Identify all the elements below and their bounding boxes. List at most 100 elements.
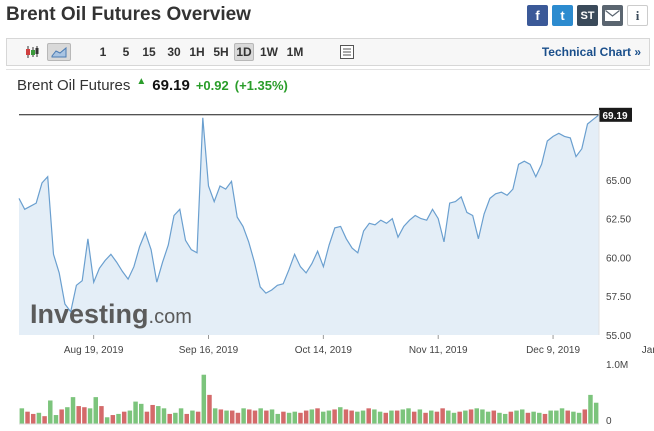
last-price-label: 69.19 bbox=[602, 111, 627, 122]
volume-bar bbox=[309, 409, 315, 424]
y-tick-label: 65.00 bbox=[606, 176, 631, 187]
volume-zero-label: 0 bbox=[606, 416, 612, 427]
volume-bar bbox=[104, 417, 110, 424]
up-arrow-icon: ▲ bbox=[136, 76, 147, 87]
volume-bar bbox=[588, 394, 593, 424]
volume-bar bbox=[25, 411, 30, 424]
volume-bar bbox=[440, 408, 445, 424]
volume-bar bbox=[156, 406, 161, 424]
interval-1m-button[interactable]: 1M bbox=[286, 45, 304, 59]
volume-bar bbox=[497, 412, 502, 424]
volume-bar bbox=[190, 410, 195, 424]
facebook-icon: f bbox=[535, 8, 540, 23]
interval-5h-button[interactable]: 5H bbox=[213, 45, 229, 59]
volume-bar bbox=[429, 410, 434, 424]
interval-1h-button[interactable]: 1H bbox=[189, 45, 205, 59]
stocktwits-icon: ST bbox=[580, 9, 595, 22]
volume-bar bbox=[377, 411, 383, 424]
volume-bar bbox=[548, 410, 553, 424]
volume-bar bbox=[258, 408, 263, 424]
volume-bar bbox=[366, 408, 371, 424]
candlestick-chart-button[interactable] bbox=[23, 43, 41, 61]
page-title: Brent Oil Futures Overview bbox=[6, 4, 251, 25]
volume-bar bbox=[355, 411, 360, 424]
settings-panel-icon bbox=[340, 45, 354, 59]
volume-bar bbox=[383, 412, 389, 424]
volume-bar bbox=[48, 400, 53, 424]
volume-bar bbox=[474, 408, 479, 424]
quote-line: Brent Oil Futures ▲ 69.19 +0.92 (+1.35%) bbox=[17, 76, 288, 94]
volume-bar bbox=[93, 397, 99, 424]
volume-bar bbox=[87, 408, 93, 424]
volume-bar bbox=[332, 409, 337, 424]
volume-bar bbox=[400, 409, 406, 424]
y-tick-label: 62.50 bbox=[606, 215, 631, 226]
volume-bar bbox=[446, 410, 451, 424]
volume-bar bbox=[502, 413, 508, 424]
volume-bar bbox=[491, 410, 497, 424]
volume-bar bbox=[298, 412, 303, 424]
volume-bar bbox=[338, 407, 343, 424]
x-tick-label: Oct 14, 2019 bbox=[295, 345, 353, 356]
volume-bar bbox=[127, 410, 133, 424]
volume-bar bbox=[275, 413, 280, 424]
volume-bar bbox=[70, 397, 76, 424]
volume-bar bbox=[554, 410, 559, 424]
area-chart-button[interactable] bbox=[47, 43, 71, 61]
volume-bar bbox=[411, 411, 417, 424]
x-tick-label: Dec 9, 2019 bbox=[526, 345, 580, 356]
volume-bar bbox=[121, 411, 127, 424]
y-tick-label: 57.50 bbox=[606, 292, 631, 303]
stocktwits-share-button[interactable]: ST bbox=[577, 5, 598, 26]
volume-bar bbox=[292, 411, 298, 424]
twitter-icon: t bbox=[560, 8, 565, 23]
volume-bar bbox=[144, 411, 150, 424]
volume-bar bbox=[326, 410, 332, 424]
volume-bar bbox=[65, 407, 70, 424]
volume-bar bbox=[82, 407, 87, 424]
volume-bar bbox=[519, 409, 525, 424]
last-price-tag bbox=[599, 107, 632, 122]
volume-bar bbox=[593, 402, 599, 424]
investing-watermark-logo: Investing.com bbox=[30, 299, 192, 329]
volume-bar bbox=[571, 411, 576, 424]
info-button[interactable]: i bbox=[627, 5, 648, 26]
volume-bar bbox=[133, 401, 138, 424]
technical-chart-link[interactable]: Technical Chart » bbox=[541, 45, 641, 59]
x-tick-label: Nov 11, 2019 bbox=[409, 345, 468, 356]
volume-bar bbox=[286, 412, 292, 424]
volume-bar bbox=[576, 412, 582, 424]
volume-bar bbox=[372, 409, 377, 424]
interval-5-button[interactable]: 5 bbox=[122, 45, 130, 59]
x-tick-label: Sep 16, 2019 bbox=[179, 345, 239, 356]
email-share-button[interactable] bbox=[602, 5, 623, 26]
volume-bar bbox=[417, 409, 423, 424]
volume-bar bbox=[42, 416, 47, 424]
interval-1-button[interactable]: 1 bbox=[99, 45, 107, 59]
info-icon: i bbox=[635, 7, 640, 23]
interval-15-button[interactable]: 15 bbox=[142, 45, 156, 59]
volume-bar bbox=[110, 415, 116, 424]
volume-bar bbox=[451, 412, 457, 424]
volume-bar bbox=[59, 409, 64, 424]
volume-bar bbox=[264, 410, 269, 424]
chart-settings-button[interactable] bbox=[337, 43, 357, 61]
volume-bar bbox=[406, 408, 411, 424]
volume-bar bbox=[485, 411, 491, 424]
twitter-share-button[interactable]: t bbox=[552, 5, 573, 26]
facebook-share-button[interactable]: f bbox=[527, 5, 548, 26]
interval-30-button[interactable]: 30 bbox=[167, 45, 181, 59]
volume-bar bbox=[139, 403, 144, 424]
volume-bar bbox=[360, 410, 366, 424]
volume-bar bbox=[457, 411, 462, 424]
interval-1d-button[interactable]: 1D bbox=[234, 43, 254, 61]
volume-bar bbox=[343, 409, 349, 424]
interval-1w-button[interactable]: 1W bbox=[260, 45, 278, 59]
volume-bar bbox=[161, 408, 167, 424]
volume-bar bbox=[99, 406, 104, 424]
volume-bar bbox=[116, 413, 121, 424]
x-tick-label: Aug 19, 2019 bbox=[64, 345, 124, 356]
volume-bar bbox=[389, 410, 394, 424]
volume-bar bbox=[480, 409, 485, 424]
